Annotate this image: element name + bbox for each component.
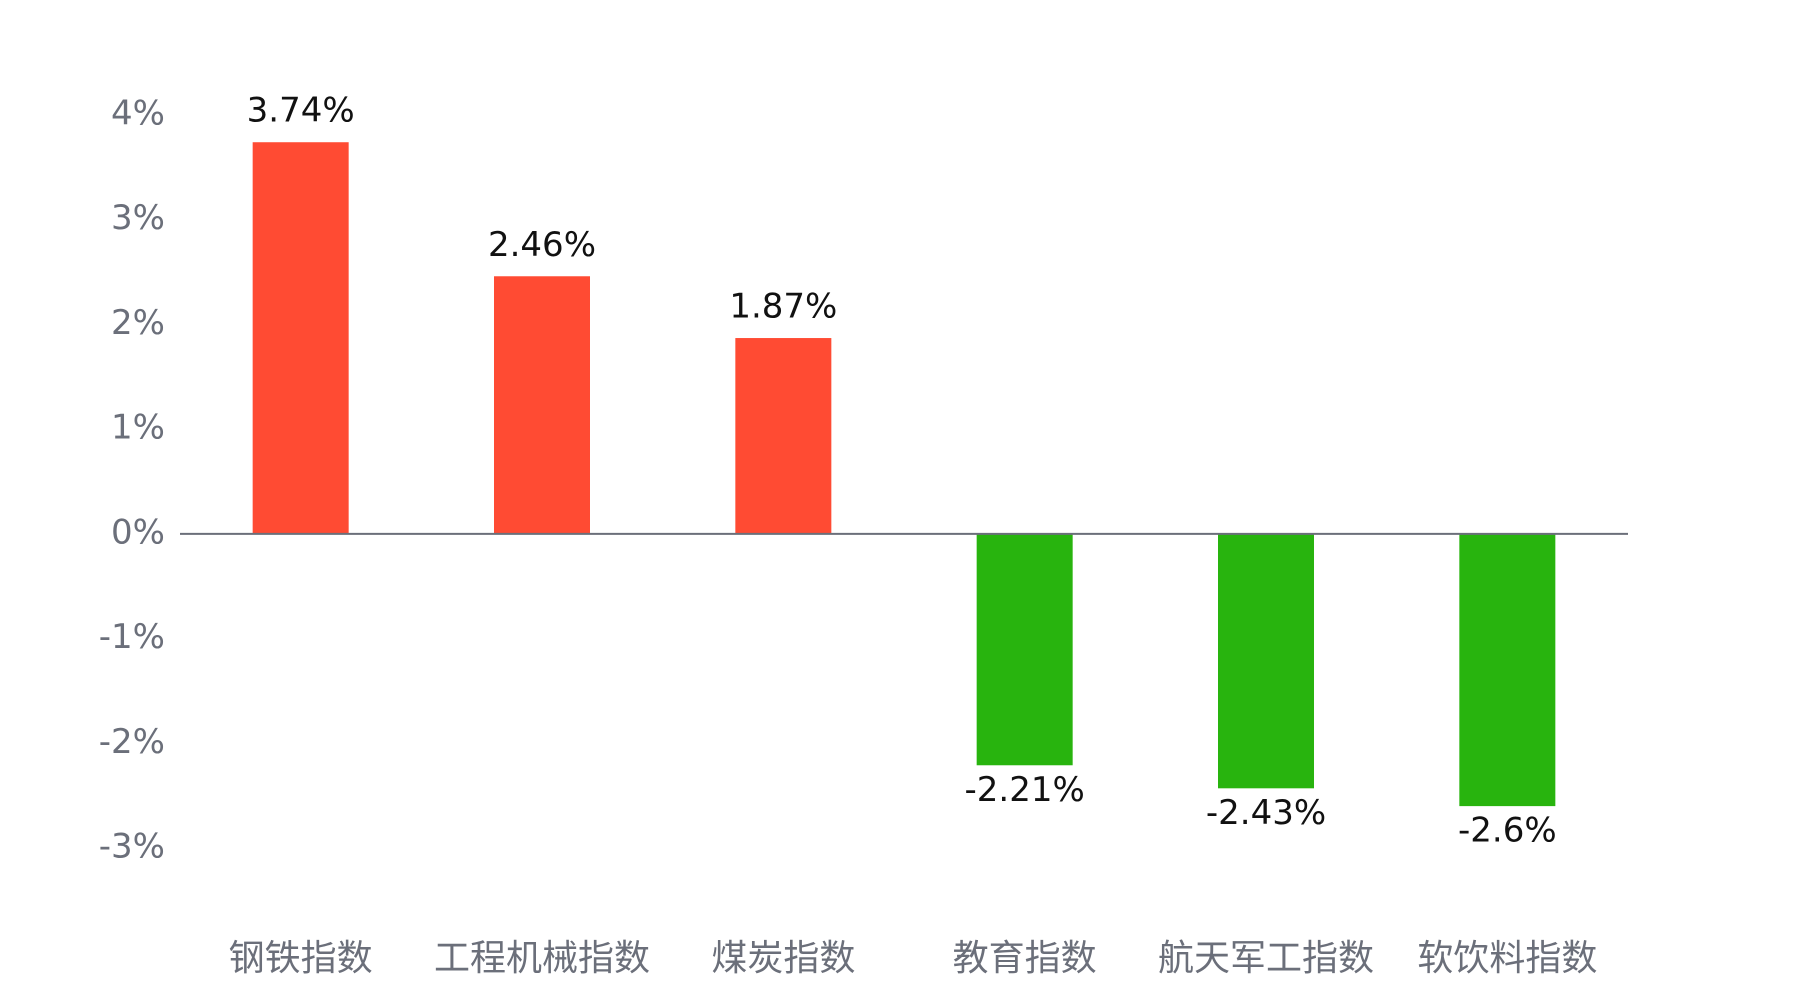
data-label: -2.43%: [1206, 793, 1326, 833]
bar: [1218, 533, 1314, 789]
x-tick-label: 软饮料指数: [1417, 938, 1597, 979]
y-tick-label: 0%: [111, 512, 165, 552]
bar: [494, 276, 590, 534]
y-tick-label: 3%: [111, 198, 165, 238]
x-tick-label: 工程机械指数: [434, 938, 650, 979]
y-tick-label: 2%: [111, 303, 165, 343]
y-tick-label: -1%: [99, 617, 165, 657]
bar: [735, 338, 832, 534]
x-tick-label: 航天军工指数: [1158, 938, 1374, 979]
y-tick-label: 1%: [111, 408, 165, 448]
data-label: 3.74%: [247, 91, 355, 131]
x-tick-label: 钢铁指数: [229, 938, 373, 979]
data-label: -2.21%: [965, 770, 1085, 810]
x-tick-label: 教育指数: [953, 938, 1097, 979]
y-tick-label: -3%: [99, 827, 165, 867]
data-label: 1.87%: [729, 287, 837, 327]
data-label: 2.46%: [488, 225, 596, 265]
y-tick-label: -2%: [99, 722, 165, 762]
y-tick-label: 4%: [111, 94, 165, 134]
x-tick-label: 煤炭指数: [711, 938, 855, 979]
bar: [1459, 533, 1556, 807]
bar: [976, 533, 1073, 766]
data-label: -2.6%: [1458, 811, 1557, 851]
bar: [252, 142, 349, 534]
